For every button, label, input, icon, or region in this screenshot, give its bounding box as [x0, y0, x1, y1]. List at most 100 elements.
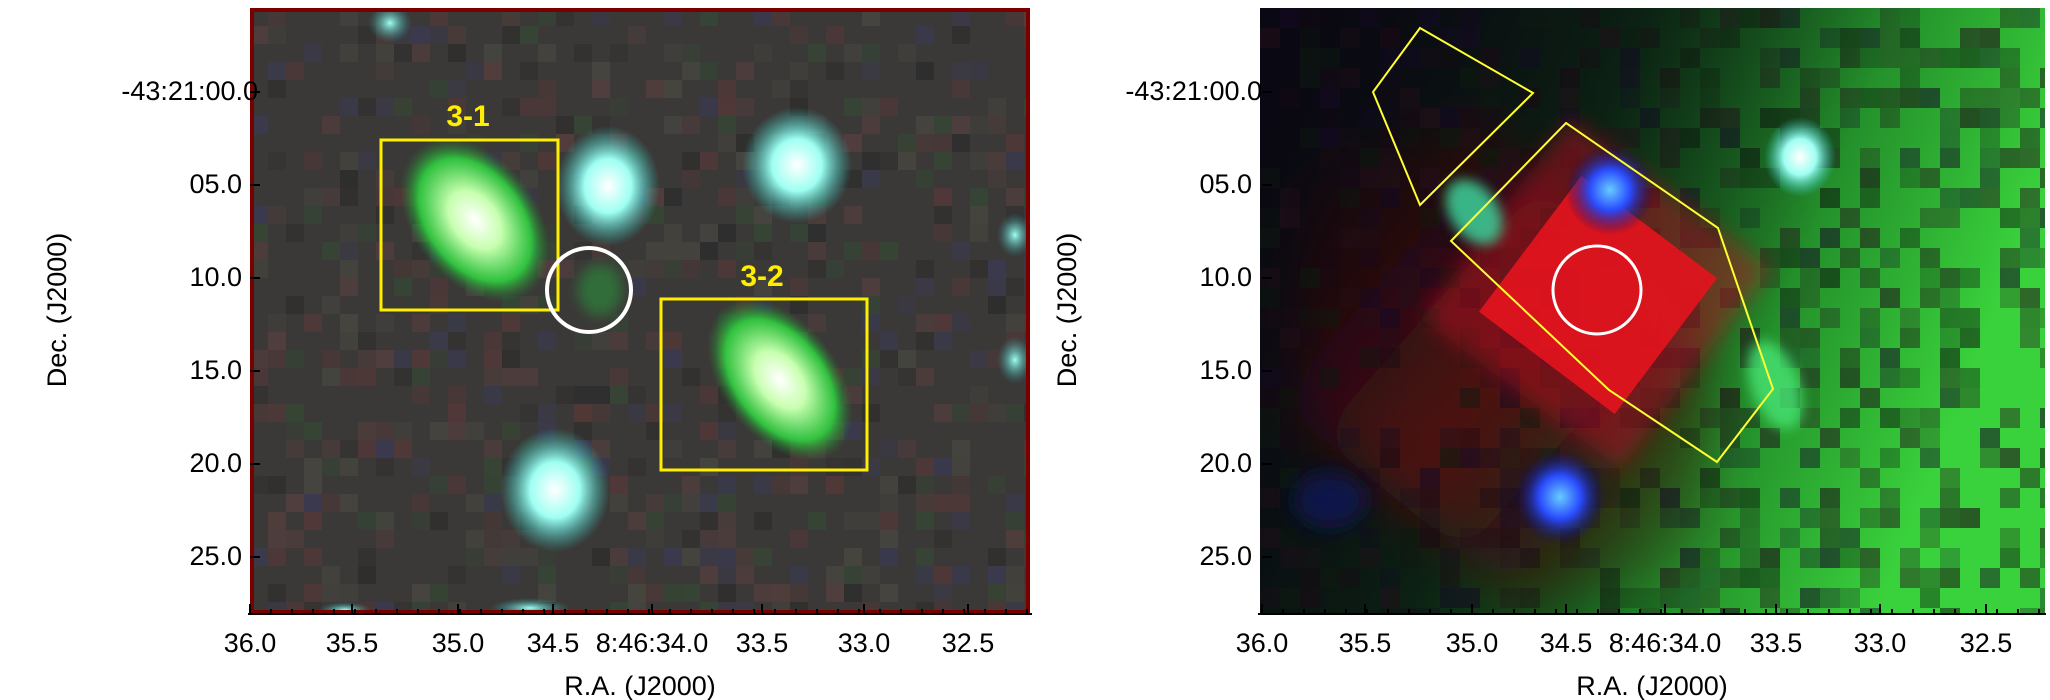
noise-pixel: [1860, 568, 1880, 588]
noise-pixel: [1820, 588, 1840, 608]
noise-pixel: [322, 368, 340, 386]
noise-pixel: [916, 314, 934, 332]
noise-pixel: [916, 494, 934, 512]
noise-pixel: [1006, 314, 1024, 332]
noise-pixel: [2020, 128, 2040, 148]
noise-pixel: [412, 386, 430, 404]
noise-pixel: [340, 440, 358, 458]
noise-pixel: [1880, 88, 1900, 108]
noise-pixel: [1880, 28, 1900, 48]
noise-pixel: [430, 512, 448, 530]
noise-pixel: [862, 116, 880, 134]
noise-pixel: [1800, 388, 1820, 408]
noise-pixel: [646, 80, 664, 98]
noise-pixel: [862, 458, 880, 476]
noise-pixel: [1420, 528, 1440, 548]
left-x-axis-label: R.A. (J2000): [564, 671, 716, 700]
noise-pixel: [1360, 348, 1380, 368]
noise-pixel: [394, 422, 412, 440]
noise-pixel: [430, 350, 448, 368]
noise-pixel: [1420, 488, 1440, 508]
noise-pixel: [2040, 108, 2045, 128]
noise-pixel: [988, 566, 1006, 584]
noise-pixel: [1880, 248, 1900, 268]
noise-pixel: [1440, 428, 1460, 448]
noise-pixel: [610, 566, 628, 584]
noise-pixel: [1600, 608, 1620, 614]
noise-pixel: [1400, 288, 1420, 308]
noise-pixel: [1660, 128, 1680, 148]
noise-pixel: [1320, 128, 1340, 148]
noise-pixel: [340, 152, 358, 170]
left-ticks: [249, 91, 1028, 614]
noise-pixel: [1860, 88, 1880, 108]
noise-pixel: [988, 116, 1006, 134]
noise-pixel: [340, 278, 358, 296]
noise-pixel: [1260, 208, 1280, 228]
noise-pixel: [322, 440, 340, 458]
noise-pixel: [1860, 168, 1880, 188]
noise-pixel: [1720, 528, 1740, 548]
noise-pixel: [484, 332, 502, 350]
noise-pixel: [988, 296, 1006, 314]
noise-pixel: [430, 584, 448, 602]
noise-pixel: [664, 80, 682, 98]
noise-pixel: [844, 584, 862, 602]
noise-pixel: [286, 404, 304, 422]
noise-pixel: [538, 548, 556, 566]
noise-pixel: [304, 206, 322, 224]
noise-pixel: [1860, 308, 1880, 328]
noise-pixel: [1420, 508, 1440, 528]
noise-pixel: [916, 458, 934, 476]
noise-pixel: [1760, 48, 1780, 68]
noise-pixel: [682, 530, 700, 548]
noise-pixel: [2020, 568, 2040, 588]
noise-pixel: [1980, 448, 2000, 468]
noise-pixel: [1800, 368, 1820, 388]
right-xtick-label: 35.0: [1446, 628, 1499, 658]
noise-pixel: [808, 512, 826, 530]
noise-pixel: [574, 332, 592, 350]
noise-pixel: [664, 584, 682, 602]
noise-pixel: [1300, 268, 1320, 288]
noise-pixel: [2020, 148, 2040, 168]
noise-pixel: [952, 566, 970, 584]
noise-pixel: [718, 98, 736, 116]
noise-pixel: [1920, 508, 1940, 528]
noise-pixel: [664, 548, 682, 566]
noise-pixel: [268, 80, 286, 98]
noise-pixel: [268, 26, 286, 44]
noise-pixel: [484, 44, 502, 62]
noise-pixel: [1860, 548, 1880, 568]
noise-pixel: [970, 260, 988, 278]
noise-pixel: [448, 476, 466, 494]
box-3-1: [379, 138, 560, 312]
noise-pixel: [520, 368, 538, 386]
noise-pixel: [682, 476, 700, 494]
noise-pixel: [718, 422, 736, 440]
noise-pixel: [1820, 268, 1840, 288]
noise-pixel: [2040, 408, 2045, 428]
noise-pixel: [358, 512, 376, 530]
noise-pixel: [1340, 168, 1360, 188]
noise-pixel: [2000, 148, 2020, 168]
noise-pixel: [1006, 530, 1024, 548]
noise-pixel: [1600, 128, 1620, 148]
noise-pixel: [1860, 228, 1880, 248]
noise-pixel: [1900, 68, 1920, 88]
noise-pixel: [952, 278, 970, 296]
noise-pixel: [1680, 48, 1700, 68]
noise-pixel: [574, 116, 592, 134]
noise-pixel: [952, 440, 970, 458]
noise-pixel: [790, 80, 808, 98]
noise-pixel: [718, 80, 736, 98]
noise-pixel: [646, 260, 664, 278]
noise-pixel: [376, 44, 394, 62]
noise-pixel: [844, 458, 862, 476]
noise-pixel: [682, 584, 700, 602]
noise-pixel: [808, 242, 826, 260]
noise-pixel: [2020, 228, 2040, 248]
noise-pixel: [1300, 588, 1320, 608]
noise-pixel: [1660, 588, 1680, 608]
noise-pixel: [916, 62, 934, 80]
